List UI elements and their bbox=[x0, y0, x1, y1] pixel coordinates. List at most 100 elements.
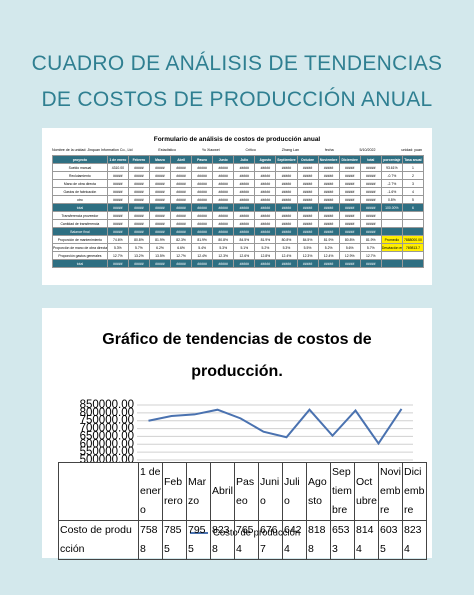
sheet-cell: total bbox=[52, 203, 108, 212]
sheet-cell: ##### bbox=[275, 171, 298, 180]
sheet-cell: ##### bbox=[191, 211, 214, 220]
header-cell: Diciembre bbox=[338, 155, 361, 164]
chart: Gráfico de tendencias de costos de produ… bbox=[80, 331, 413, 539]
sheet-cell: ##### bbox=[296, 203, 319, 212]
table-value: 6035 bbox=[378, 520, 403, 560]
sheet-cell: ##### bbox=[317, 195, 340, 204]
sheet-cell: ##### bbox=[359, 211, 382, 220]
table-value: 8144 bbox=[354, 520, 379, 560]
sheet-cell: ##### bbox=[338, 187, 361, 196]
sheet-cell: ##### bbox=[148, 163, 172, 172]
header-cell: Paseo bbox=[191, 155, 214, 164]
sheet-cell: 5.7% bbox=[359, 243, 382, 252]
sheet-cell: 80.8% bbox=[275, 235, 298, 244]
sheet-cell: ##### bbox=[254, 227, 277, 236]
sheet-cell: -1.6% bbox=[380, 187, 403, 196]
page-title: DE COSTOS DE PRODUCCIÓN ANUAL bbox=[41, 88, 433, 111]
sheet-row: total ##### ##### ##### ##### ##### ##### #####… bbox=[52, 259, 425, 268]
header-cell: Febrero bbox=[127, 155, 150, 164]
sheet-cell: Balance final bbox=[52, 227, 108, 236]
sheet-row: Proporción de mantenimiento 74.6% 80.8% 81.… bbox=[52, 235, 425, 244]
sheet-cell: -2.7% bbox=[380, 179, 403, 188]
sheet-cell: ##### bbox=[106, 187, 129, 196]
sheet-cell: ##### bbox=[254, 211, 277, 220]
sheet-cell: ##### bbox=[106, 259, 129, 268]
sheet-cell: ##### bbox=[233, 195, 256, 204]
sheet-cell: 100.00% bbox=[380, 203, 403, 212]
sheet-cell: 12.6% bbox=[233, 251, 256, 260]
sheet-cell: ##### bbox=[127, 227, 150, 236]
sheet-cell: ##### bbox=[106, 179, 129, 188]
sheet-cell: ##### bbox=[296, 219, 319, 228]
sheet-cell: ##### bbox=[191, 195, 214, 204]
sheet-cell: 1 bbox=[401, 163, 425, 172]
sheet-cell: 13.5% bbox=[148, 251, 172, 260]
header-row: proyecto 1 de enero Febrero Marzo Abril Paseo… bbox=[52, 155, 425, 164]
sheet-cell: ##### bbox=[254, 259, 277, 268]
sheet-cell: ##### bbox=[296, 211, 319, 220]
sheet-cell: Gastos de fabricación bbox=[52, 187, 108, 196]
sheet-cell: ##### bbox=[148, 179, 172, 188]
sheet-cell: 12.3% bbox=[296, 251, 319, 260]
y-tick-label: 650000.00 bbox=[80, 430, 134, 442]
sheet-cell: ##### bbox=[254, 219, 277, 228]
sheet-cell: ##### bbox=[233, 259, 256, 268]
sheet-cell: ##### bbox=[338, 171, 361, 180]
sheet-row: Cantidad de transferencia ##### ##### #####… bbox=[52, 219, 425, 228]
row-label: Costo de producción bbox=[58, 520, 139, 560]
chart-panel: Gráfico de tendencias de costos de produ… bbox=[42, 308, 432, 560]
sheet-cell: 93.61% bbox=[380, 163, 403, 172]
sheet-cell: ##### bbox=[127, 259, 150, 268]
sheet-cell: 81.9% bbox=[317, 235, 340, 244]
header-cell: Septiembre bbox=[275, 155, 298, 164]
x-tick-label: Agosto bbox=[306, 462, 331, 521]
sheet-cell: ##### bbox=[148, 227, 172, 236]
sheet-cell: ##### bbox=[317, 179, 340, 188]
sheet-cell: ##### bbox=[233, 171, 256, 180]
sheet-cell: ##### bbox=[148, 171, 172, 180]
sheet-cell: ##### bbox=[127, 195, 150, 204]
sheet-cell: ##### bbox=[254, 203, 277, 212]
sheet-cell: ##### bbox=[359, 179, 382, 188]
sheet-cell: ##### bbox=[275, 259, 298, 268]
header-cell: Julio bbox=[233, 155, 256, 164]
sheet-cell: 12.7% bbox=[170, 251, 193, 260]
sheet-cell: ##### bbox=[359, 187, 382, 196]
header-cell: Noviembre bbox=[317, 155, 340, 164]
sheet-cell: ##### bbox=[254, 179, 277, 188]
sheet-cell: ##### bbox=[338, 163, 361, 172]
sheet-cell: Proporción de mano de obra directa bbox=[52, 243, 108, 252]
sheet-cell: ##### bbox=[233, 187, 256, 196]
table-value: 6424 bbox=[282, 520, 307, 560]
sheet-cell: ##### bbox=[212, 227, 235, 236]
sheet-cell: ##### bbox=[317, 219, 340, 228]
sheet-cell: ##### bbox=[127, 203, 150, 212]
sheet-cell bbox=[380, 211, 403, 220]
info-text: Zhang Lan bbox=[281, 148, 299, 152]
sheet-cell: ##### bbox=[191, 187, 214, 196]
category-row: 1 de enero Febrero Marzo Abril Paseo Junio Jul… bbox=[58, 462, 427, 521]
sheet-cell: ##### bbox=[254, 171, 277, 180]
sheet-row: Transferencia proveedor ##### ##### ##### ##… bbox=[52, 211, 425, 220]
sheet-cell: ##### bbox=[148, 259, 172, 268]
sheet-cell: ##### bbox=[296, 171, 319, 180]
sheet-cell: ##### bbox=[127, 187, 150, 196]
sheet-cell: ##### bbox=[233, 203, 256, 212]
table-value: 7654 bbox=[234, 520, 259, 560]
sheet-cell bbox=[401, 227, 425, 236]
sheet-cell: ##### bbox=[359, 163, 382, 172]
sheet-cell: ##### bbox=[170, 259, 193, 268]
sheet-cell: 5.3% bbox=[106, 243, 129, 252]
sheet-cell: 5.7% bbox=[127, 243, 150, 252]
sheet-cell: ##### bbox=[148, 211, 172, 220]
sheet-cell: ##### bbox=[148, 203, 172, 212]
sheet-cell: ##### bbox=[191, 203, 214, 212]
header-cell: total bbox=[359, 155, 382, 164]
sheet-cell: ##### bbox=[191, 259, 214, 268]
sheet-cell: ##### bbox=[191, 163, 214, 172]
table-value: 6533 bbox=[330, 520, 355, 560]
sheet-cell: ##### bbox=[317, 163, 340, 172]
sheet-cell: ##### bbox=[296, 259, 319, 268]
sheet-cell: ##### bbox=[296, 227, 319, 236]
sheet-cell: 13.2% bbox=[127, 251, 150, 260]
